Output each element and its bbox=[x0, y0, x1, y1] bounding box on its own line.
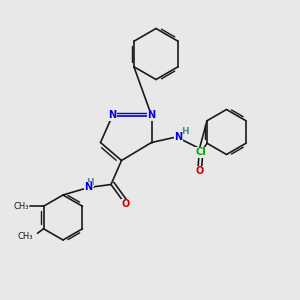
Text: N: N bbox=[84, 182, 93, 193]
Text: O: O bbox=[195, 166, 204, 176]
Text: O: O bbox=[122, 199, 130, 209]
Text: N: N bbox=[147, 110, 156, 121]
Text: CH₃: CH₃ bbox=[13, 202, 28, 211]
Text: H: H bbox=[86, 178, 94, 187]
Text: CH₃: CH₃ bbox=[17, 232, 33, 241]
Text: Cl: Cl bbox=[196, 147, 206, 157]
Text: N: N bbox=[108, 110, 117, 121]
Text: H: H bbox=[181, 128, 188, 136]
Text: N: N bbox=[174, 131, 183, 142]
